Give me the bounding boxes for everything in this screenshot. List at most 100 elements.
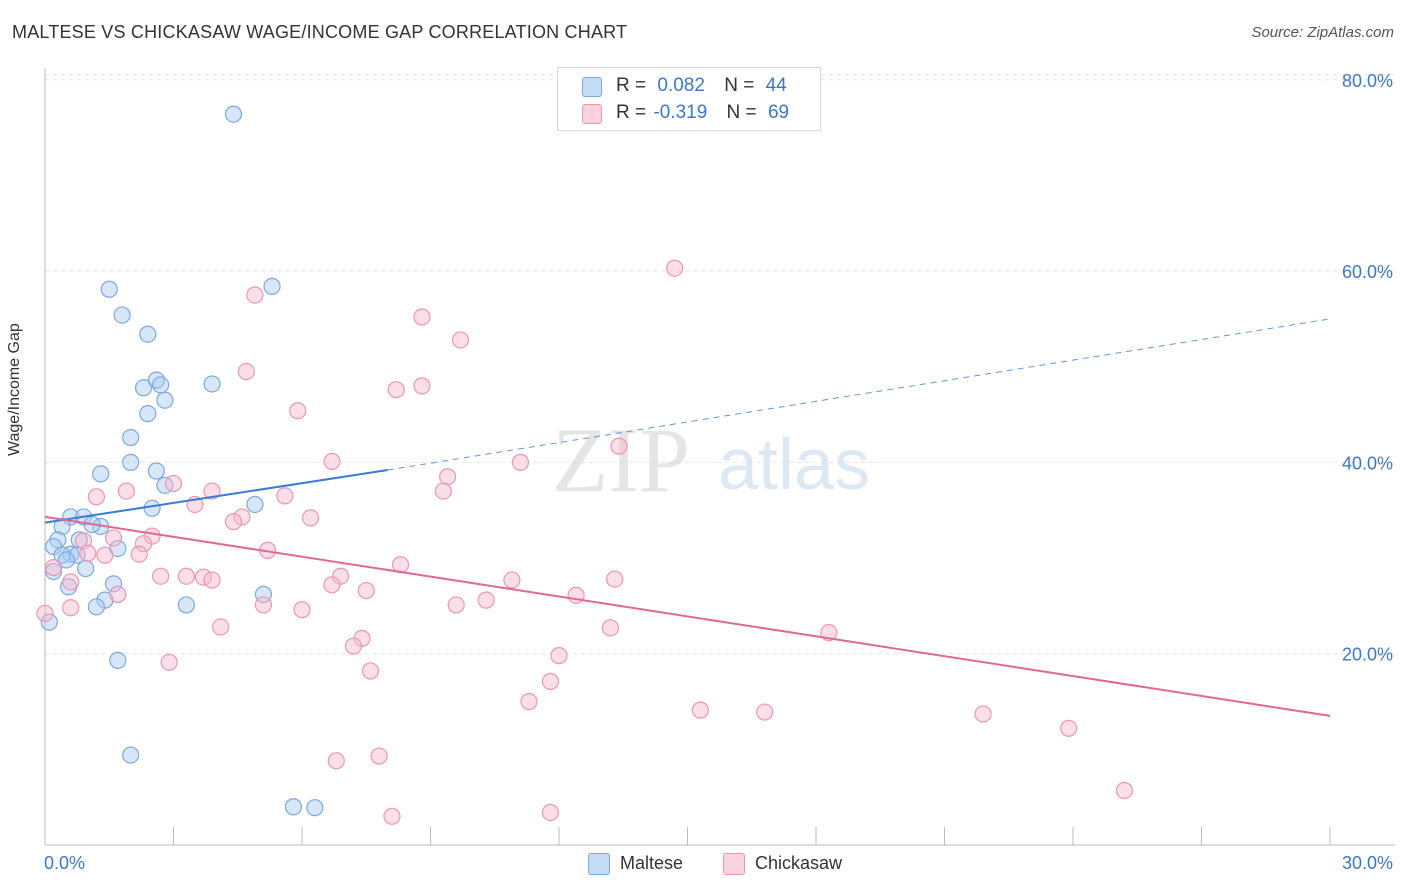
chickasaw-legend-label: Chickasaw: [755, 853, 843, 873]
maltese-point: [224, 105, 243, 123]
chickasaw-point: [323, 576, 341, 594]
chickasaw-point: [152, 567, 170, 585]
maltese-point: [122, 428, 140, 447]
maltese-point: [44, 562, 63, 581]
chickasaw-point: [666, 259, 684, 277]
chart-title: MALTESE VS CHICKASAW WAGE/INCOME GAP COR…: [12, 22, 628, 42]
chickasaw-point: [246, 286, 264, 304]
maltese-point: [246, 495, 264, 514]
maltese-point: [177, 596, 195, 614]
maltese-point: [77, 559, 95, 578]
y-tick-label: 60.0%: [1342, 262, 1393, 282]
maltese-point: [143, 499, 161, 517]
maltese-point: [147, 462, 165, 480]
maltese-trend-line: [44, 469, 388, 524]
chickasaw-point: [289, 402, 307, 420]
chickasaw-point: [109, 585, 127, 603]
maltese-legend-swatch: [588, 853, 610, 875]
chickasaw-point: [117, 482, 135, 500]
chickasaw-point: [44, 559, 63, 577]
maltese-point: [122, 453, 140, 471]
maltese-point: [156, 391, 174, 409]
maltese-point: [40, 613, 58, 631]
chickasaw-trend-line: [44, 515, 1331, 717]
chickasaw-swatch: [582, 104, 602, 124]
maltese-point: [104, 575, 123, 593]
y-tick-label: 80.0%: [1342, 71, 1393, 91]
chickasaw-point: [550, 647, 568, 665]
x-tick-label: 30.0%: [1342, 853, 1393, 873]
maltese-point: [152, 376, 170, 394]
x-tick-label: 0.0%: [44, 853, 85, 873]
maltese-point: [134, 379, 153, 397]
maltese-point: [139, 325, 157, 343]
legend-r-label: R =: [616, 102, 647, 123]
y-tick-label: 20.0%: [1342, 645, 1393, 665]
chickasaw-point: [293, 601, 311, 619]
chickasaw-point: [1115, 781, 1134, 800]
chickasaw-point: [237, 362, 255, 381]
chickasaw-point: [62, 573, 80, 591]
correlation-legend: R = 0.082 N = 44 R = -0.319 N = 69: [557, 67, 821, 131]
chickasaw-point: [254, 596, 273, 614]
chickasaw-legend-swatch: [723, 853, 745, 875]
maltese-point: [263, 277, 281, 295]
chickasaw-point: [62, 599, 80, 617]
chickasaw-point: [511, 453, 530, 471]
watermark-zip: ZIP: [552, 409, 690, 511]
chickasaw-point: [203, 571, 221, 589]
maltese-r-value: 0.082: [657, 75, 705, 96]
chickasaw-point: [370, 747, 388, 765]
chickasaw-point: [606, 570, 624, 588]
maltese-point: [109, 651, 127, 669]
chickasaw-point: [1060, 719, 1078, 737]
chickasaw-point: [134, 535, 153, 553]
chickasaw-point: [541, 803, 560, 822]
chickasaw-point: [447, 596, 465, 614]
chickasaw-point: [164, 474, 183, 493]
chickasaw-point: [541, 672, 560, 691]
maltese-point: [53, 517, 71, 536]
maltese-point: [284, 798, 303, 816]
chickasaw-point: [177, 567, 195, 585]
maltese-point: [68, 546, 86, 564]
chickasaw-point: [610, 437, 628, 455]
chickasaw-point: [104, 529, 123, 547]
chickasaw-point: [224, 513, 243, 531]
maltese-point: [122, 746, 140, 764]
chickasaw-point: [361, 662, 380, 680]
maltese-n-value: 44: [765, 75, 787, 96]
chickasaw-r-value: -0.319: [653, 102, 708, 123]
chickasaw-point: [327, 752, 345, 770]
legend-n-label: N =: [726, 102, 757, 123]
chickasaw-point: [79, 544, 97, 562]
chickasaw-point: [477, 591, 495, 609]
chickasaw-point: [691, 701, 709, 719]
maltese-point: [92, 465, 110, 483]
maltese-point: [57, 551, 76, 569]
chickasaw-point: [383, 807, 401, 825]
chickasaw-point: [276, 487, 294, 505]
chickasaw-point: [434, 482, 452, 500]
chickasaw-point: [755, 703, 774, 721]
chickasaw-point: [36, 604, 54, 623]
chickasaw-point: [520, 692, 538, 711]
chickasaw-point: [439, 468, 457, 486]
maltese-point: [139, 405, 157, 423]
y-tick-label: 40.0%: [1342, 453, 1393, 473]
chickasaw-point: [601, 619, 620, 637]
chickasaw-point: [974, 705, 992, 723]
chickasaw-point: [301, 509, 320, 527]
chickasaw-point: [344, 637, 362, 655]
series-legend: Maltese Chickasaw: [0, 852, 1406, 878]
chickasaw-point: [451, 331, 470, 349]
chickasaw-point: [503, 571, 521, 589]
chickasaw-point: [413, 377, 431, 395]
watermark-atlas: atlas: [718, 425, 870, 505]
maltese-trend-extension: [387, 318, 1331, 471]
chickasaw-point: [130, 545, 148, 563]
chickasaw-point: [387, 381, 405, 399]
chickasaw-point: [160, 653, 178, 671]
maltese-legend-label: Maltese: [620, 853, 684, 873]
